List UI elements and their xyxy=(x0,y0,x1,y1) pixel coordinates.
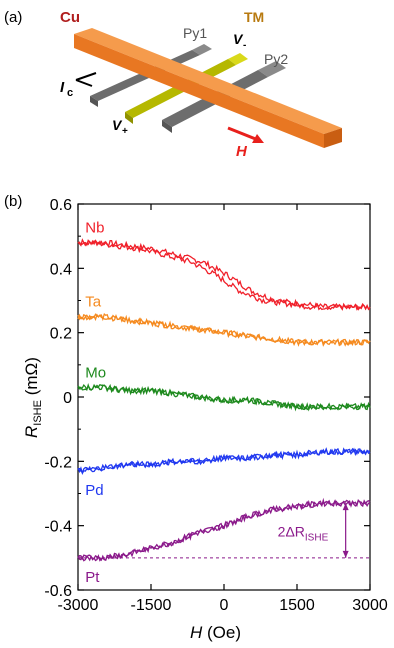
svg-text:RISHE (mΩ): RISHE (mΩ) xyxy=(22,357,44,438)
svg-text:c: c xyxy=(67,87,73,99)
y-tick-label: -0.4 xyxy=(44,519,72,536)
y-tick-label: 0.2 xyxy=(50,326,72,343)
cu-label: Cu xyxy=(60,9,80,26)
series-group xyxy=(77,238,371,562)
tm-label: TM xyxy=(244,9,264,25)
series-line-nb xyxy=(77,239,371,311)
series-line-pd xyxy=(77,447,371,476)
h-field-label: H xyxy=(236,143,248,160)
panel-b: (b) 0.6 0.4 0.2 0 -0.2 -0.4 -0.6 -3000 -1500 0 15… xyxy=(4,193,388,642)
field-arrow-icon xyxy=(227,126,264,143)
series-labels: Nb Ta Mo Pd Pt xyxy=(85,220,106,586)
svg-text:-: - xyxy=(243,40,246,51)
series-label-nb: Nb xyxy=(85,220,104,237)
y-tick-label: -0.6 xyxy=(44,583,72,600)
panel-a-label: (a) xyxy=(4,9,22,26)
x-axis: -3000 -1500 0 1500 3000 xyxy=(58,204,388,614)
svg-text:H (Oe): H (Oe) xyxy=(190,623,241,642)
series-line-pt xyxy=(77,499,371,562)
y-axis-label: RISHE (mΩ) xyxy=(22,357,44,438)
arrow-down-icon xyxy=(342,550,349,558)
y-tick-label: 0.6 xyxy=(50,197,72,214)
x-tick-label: -1500 xyxy=(131,597,172,614)
py2-label: Py2 xyxy=(264,51,288,67)
series-line-nb xyxy=(77,238,371,311)
series-line-mo xyxy=(77,382,371,412)
y-tick-label: 0 xyxy=(63,390,72,407)
x-tick-label: -3000 xyxy=(58,597,99,614)
current-arrow-icon xyxy=(75,72,97,87)
delta-r-label: 2ΔRISHE xyxy=(278,523,329,543)
x-tick-label: 1500 xyxy=(279,597,315,614)
series-line-pt xyxy=(77,497,371,562)
svg-text:+: + xyxy=(122,126,128,137)
series-line-ta xyxy=(77,313,371,347)
x-axis-label: H (Oe) xyxy=(190,623,241,642)
series-label-pt: Pt xyxy=(85,569,100,586)
v-minus-label: V - xyxy=(233,31,246,51)
cu-bar xyxy=(74,28,342,148)
panel-a: (a) Cu TM Py1 Py2 V xyxy=(4,9,342,160)
x-tick-label: 3000 xyxy=(352,597,388,614)
series-label-mo: Mo xyxy=(85,364,106,381)
y-tick-label: 0.4 xyxy=(50,261,72,278)
x-tick-label: 0 xyxy=(220,597,229,614)
ic-label: I c xyxy=(60,72,97,99)
y-tick-label: -0.2 xyxy=(44,454,72,471)
arrow-up-icon xyxy=(342,503,349,511)
svg-text:I: I xyxy=(60,79,65,96)
series-line-pd xyxy=(77,447,371,474)
py1-label: Py1 xyxy=(183,25,207,41)
v-plus-label: V + xyxy=(112,117,128,137)
y-axis: 0.6 0.4 0.2 0 -0.2 -0.4 -0.6 xyxy=(44,197,370,600)
series-label-ta: Ta xyxy=(85,294,102,311)
annotation: 2ΔRISHE xyxy=(78,503,370,559)
svg-text:V: V xyxy=(233,31,244,47)
svg-text:V: V xyxy=(112,117,123,133)
panel-b-label: (b) xyxy=(4,193,22,210)
series-label-pd: Pd xyxy=(85,482,103,499)
